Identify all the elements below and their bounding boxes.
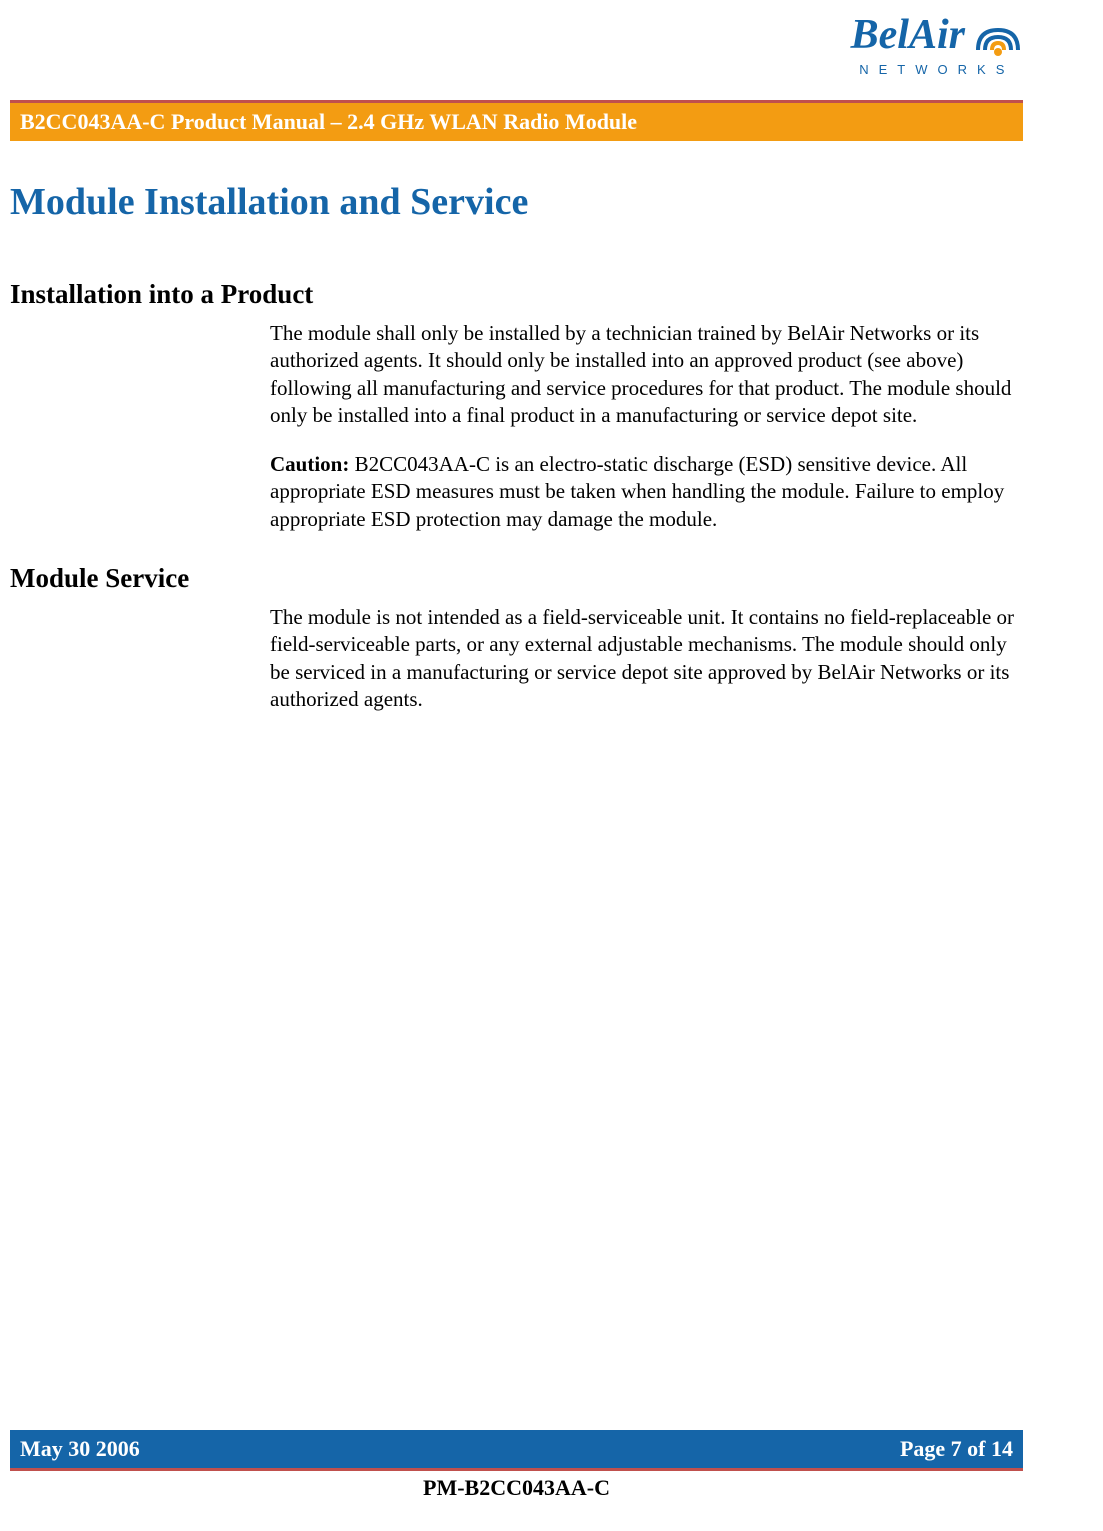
footer-date: May 30 2006: [20, 1436, 140, 1462]
section1-caution: Caution: B2CC043AA-C is an electro-stati…: [270, 451, 1023, 533]
footer-doc-id: PM-B2CC043AA-C: [10, 1475, 1023, 1501]
logo-area: BelAir NETWORKS: [851, 10, 1023, 77]
footer-bar: May 30 2006 Page 7 of 14 PM-B2CC043AA-C: [10, 1430, 1023, 1501]
caution-text: B2CC043AA-C is an electro-static dischar…: [270, 452, 1004, 531]
section1-heading: Installation into a Product: [10, 279, 1023, 310]
logo-brand-text: BelAir: [851, 11, 965, 59]
logo-signal-icon: [973, 10, 1023, 60]
content-area: Module Installation and Service Installa…: [10, 180, 1023, 735]
section2-container: Module Service The module is not intende…: [10, 563, 1023, 713]
section1-paragraph1: The module shall only be installed by a …: [270, 320, 1023, 429]
section2-heading: Module Service: [10, 563, 1023, 594]
header-bar: B2CC043AA-C Product Manual – 2.4 GHz WLA…: [10, 100, 1023, 141]
page-container: BelAir NETWORKS B2CC043AA-C Product Manu…: [0, 0, 1103, 1531]
logo-subtitle: NETWORKS: [859, 62, 1014, 77]
footer-top: May 30 2006 Page 7 of 14: [10, 1430, 1023, 1471]
header-title: B2CC043AA-C Product Manual – 2.4 GHz WLA…: [20, 109, 637, 134]
section2-paragraph1: The module is not intended as a field-se…: [270, 604, 1023, 713]
caution-label: Caution:: [270, 452, 349, 476]
footer-page: Page 7 of 14: [900, 1436, 1013, 1462]
logo-main: BelAir: [851, 10, 1023, 60]
main-heading: Module Installation and Service: [10, 180, 1023, 224]
